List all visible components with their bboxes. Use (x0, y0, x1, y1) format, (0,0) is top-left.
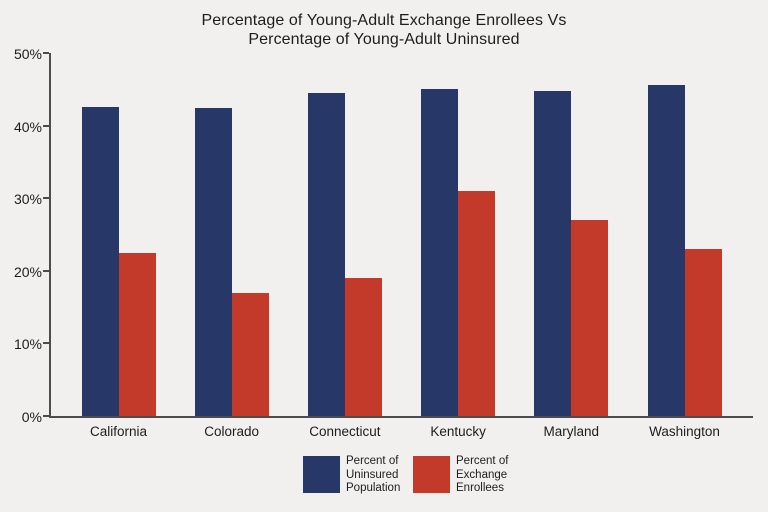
y-tick-mark (43, 415, 49, 417)
y-tick-mark (43, 269, 49, 272)
bar-percent-of-uninsured-population-colorado (194, 108, 232, 416)
legend-swatch-percent-of-exchange-enrollees (413, 456, 450, 493)
legend-label-percent-of-uninsured-population: Percent of Uninsured Population (346, 455, 401, 494)
x-axis-label-colorado: Colorado (204, 424, 260, 439)
y-tick-mark (43, 52, 49, 54)
bar-percent-of-exchange-enrollees-connecticut (344, 278, 382, 416)
x-axis-label-california: California (89, 424, 148, 439)
x-axis-label-kentucky: Kentucky (430, 424, 486, 439)
bar-percent-of-exchange-enrollees-maryland (571, 219, 609, 416)
x-axis-label-washington: Washington (649, 424, 720, 439)
chart-title: Percentage of Young-Adult Exchange Enrol… (0, 11, 768, 49)
x-axis-label-connecticut: Connecticut (309, 424, 381, 439)
y-tick-mark (43, 124, 49, 127)
y-tick-label-40: 40% (13, 118, 42, 135)
chart-title-line2: Percentage of Young-Adult Uninsured (248, 31, 520, 48)
legend-label-percent-of-exchange-enrollees: Percent of Exchange Enrollees (456, 455, 509, 494)
bar-percent-of-exchange-enrollees-kentucky (458, 190, 496, 416)
bar-percent-of-exchange-enrollees-washington (684, 249, 722, 416)
bar-percent-of-uninsured-population-kentucky (421, 89, 459, 416)
bar-percent-of-uninsured-population-connecticut (307, 92, 345, 416)
y-tick-label-10: 10% (13, 336, 42, 353)
y-tick-label-30: 30% (13, 191, 42, 208)
y-tick-label-20: 20% (13, 263, 42, 280)
bar-percent-of-uninsured-population-california (81, 107, 119, 416)
y-tick-mark (43, 197, 49, 200)
y-tick-mark (43, 342, 49, 345)
x-axis-label-maryland: Maryland (543, 424, 600, 439)
bar-percent-of-uninsured-population-maryland (534, 91, 572, 416)
chart-title-line1: Percentage of Young-Adult Exchange Enrol… (201, 12, 567, 29)
x-axis-line (49, 416, 753, 418)
legend-swatch-percent-of-uninsured-population (303, 456, 340, 493)
y-tick-label-50: 50% (13, 46, 42, 62)
bar-percent-of-exchange-enrollees-california (118, 252, 156, 416)
y-tick-label-0: 0% (21, 409, 42, 425)
bar-percent-of-uninsured-population-washington (647, 84, 685, 416)
bar-percent-of-exchange-enrollees-colorado (231, 292, 269, 416)
y-axis-line (49, 53, 51, 418)
